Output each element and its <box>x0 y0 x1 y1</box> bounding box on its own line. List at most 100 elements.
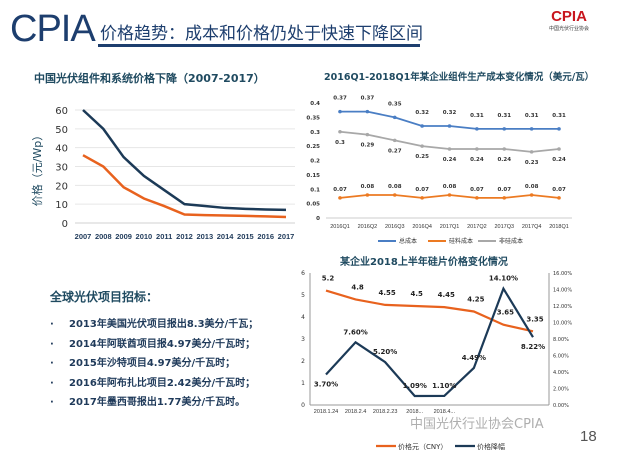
legend-label: 价格元（CNY） <box>398 442 447 451</box>
data-label: 0.07 <box>497 187 511 193</box>
data-point <box>502 127 507 131</box>
x-tick-label: 2018... <box>406 409 423 415</box>
x-tick-label: 2010 <box>136 232 153 241</box>
data-label: 0.31 <box>470 113 484 119</box>
data-label: 4.55 <box>379 289 396 297</box>
x-tick-label: 2007 <box>75 232 92 241</box>
x-tick-label: 2017 <box>278 232 295 241</box>
x-tick-label: 2016Q3 <box>385 224 405 230</box>
x-tick-label: 2018.4... <box>434 409 456 415</box>
data-label: 14.10% <box>489 275 518 283</box>
y-tick-label: 0.35 <box>306 115 320 121</box>
data-point <box>338 109 342 114</box>
data-label: 0.24 <box>497 157 511 163</box>
x-tick-label: 2018.2.23 <box>373 409 397 415</box>
x-tick-label: 2017Q3 <box>494 224 514 230</box>
x-tick-label: 2012 <box>176 232 193 241</box>
data-label: 0.07 <box>415 187 429 193</box>
data-label: 1.10% <box>432 382 456 390</box>
slide-title: 价格趋势：成本和价格仍处于快速下降区间 <box>100 24 423 44</box>
x-tick-label: 2011 <box>156 232 172 241</box>
x-tick-label: 2018.1.24 <box>314 409 338 415</box>
legend-label: 硅料成本 <box>449 237 473 245</box>
x-tick-label: 2009 <box>115 232 132 241</box>
x-tick-label: 2017Q2 <box>467 224 487 230</box>
y-tick-label: 4 <box>301 314 305 321</box>
data-label: 0.25 <box>415 154 429 160</box>
data-point <box>392 115 397 120</box>
data-point <box>447 193 452 197</box>
bullet-text: 2015年沙特项目4.97美分/千瓦时； <box>69 358 236 369</box>
y-tick-label: 3 <box>301 336 305 343</box>
x-tick-label: 2008 <box>95 232 112 241</box>
bullet-text: 2013年美国光伏项目报出8.3美分/千瓦； <box>69 319 259 330</box>
bullet-dot: · <box>50 358 54 369</box>
data-label: 0.23 <box>525 160 539 166</box>
y-tick-label: 30 <box>55 163 68 174</box>
bullet-item: · 2014年阿联酋项目报4.97美分/千瓦时； <box>50 335 255 350</box>
data-label: 4.25 <box>467 296 484 304</box>
y-tick-label: 0 <box>62 219 68 230</box>
data-label: 0.24 <box>470 157 484 163</box>
data-point <box>475 196 479 200</box>
data-label: 0.08 <box>361 184 375 190</box>
y2-tick-label: 6.00% <box>553 354 569 360</box>
data-point <box>557 127 561 131</box>
y-tick-label: 0.4 <box>310 101 320 107</box>
x-tick-label: 2017Q1 <box>440 224 460 230</box>
data-label: 0.37 <box>361 96 375 102</box>
x-tick-label: 2016 <box>257 232 274 241</box>
data-label: 0.07 <box>552 187 566 193</box>
data-point <box>392 193 397 197</box>
data-label: 0.07 <box>333 187 347 193</box>
bullet-text: 2017年墨西哥报出1.77美分/千瓦时。 <box>69 397 246 408</box>
y-tick-label: 0.2 <box>310 159 320 165</box>
cpia-badge-logo: CPIA 中国光伏行业协会 <box>534 8 604 52</box>
x-tick-label: 2018.2.4 <box>345 409 366 415</box>
y-tick-label: 0 <box>316 216 320 222</box>
bullet-dot: · <box>50 338 54 350</box>
x-tick-label: 2017Q4 <box>522 224 542 230</box>
y-axis-label: 价格（元/Wp） <box>30 130 44 207</box>
data-point <box>338 129 342 134</box>
data-point <box>529 193 534 197</box>
cpia-logo-text: CPIA <box>10 8 96 50</box>
x-tick-label: 2014 <box>217 232 235 241</box>
y-tick-label: 0.15 <box>306 173 320 179</box>
data-label: 5.2 <box>322 275 335 283</box>
y2-tick-label: 14.00% <box>553 288 572 294</box>
y-tick-label: 2 <box>301 358 305 365</box>
data-point <box>338 196 342 200</box>
data-label: 4.5 <box>411 290 424 298</box>
chart2-title: 2016Q1-2018Q1年某企业组件生产成本变化情况（美元/瓦） <box>324 72 595 83</box>
chart3-title: 某企业2018上半年硅片价格变化情况 <box>340 257 508 268</box>
series-line-1 <box>82 154 287 219</box>
data-label: 0.32 <box>415 110 429 116</box>
y2-tick-label: 0.00% <box>553 403 569 409</box>
data-point <box>392 138 397 143</box>
data-label: 8.22% <box>521 343 545 351</box>
y-tick-label: 1 <box>301 380 305 387</box>
x-tick-label: 2018Q1 <box>549 224 569 230</box>
data-point <box>447 124 452 128</box>
series-line-1 <box>325 286 534 398</box>
data-label: 4.45 <box>438 291 455 299</box>
data-label: 0.24 <box>552 157 566 163</box>
series-line-0 <box>325 289 534 333</box>
bullet-item: · 2013年美国光伏项目报出8.3美分/千瓦； <box>50 315 258 330</box>
data-label: 0.35 <box>388 101 402 107</box>
series-line-0 <box>82 109 287 212</box>
page-number: 18 <box>580 428 597 445</box>
data-label: 0.3 <box>335 140 345 146</box>
data-label: 0.31 <box>525 113 539 119</box>
data-point <box>502 196 507 200</box>
data-point <box>529 127 534 131</box>
y2-tick-label: 8.00% <box>553 337 569 343</box>
data-label: 0.07 <box>470 187 484 193</box>
x-tick-label: 2016Q1 <box>330 224 350 230</box>
bullets-heading: 全球光伏项目招标： <box>50 290 159 304</box>
legend-label: 价格降幅 <box>477 442 505 451</box>
data-point <box>420 196 424 200</box>
data-point <box>529 150 534 154</box>
